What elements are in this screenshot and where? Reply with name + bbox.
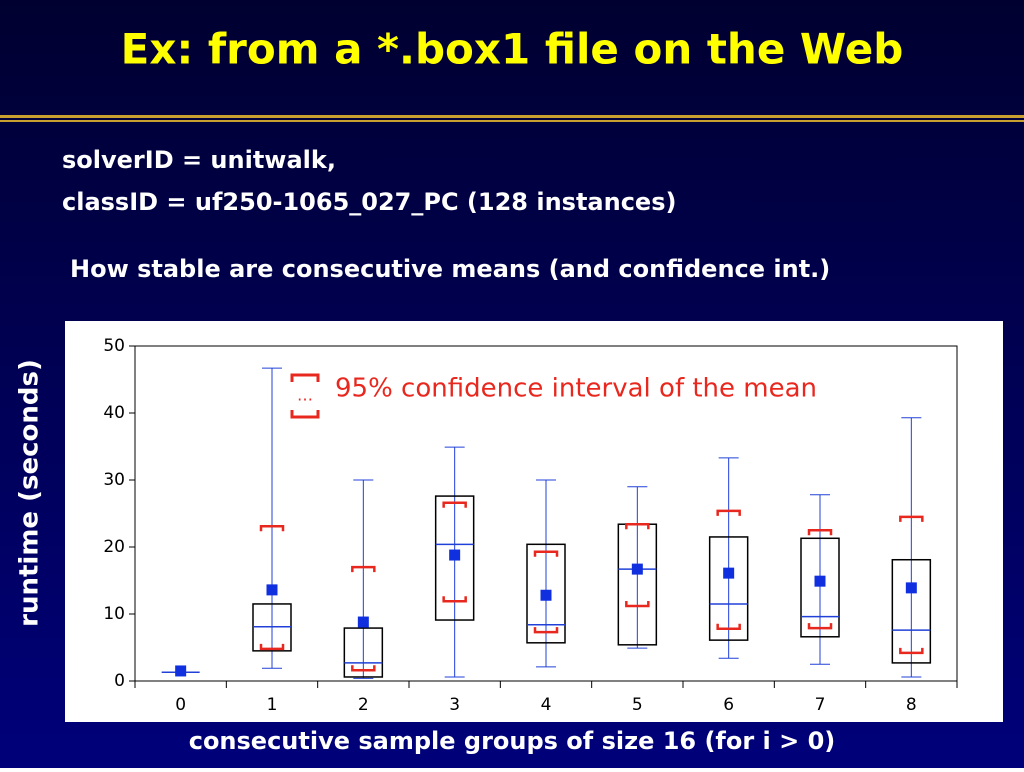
y-tick-label: 0: [114, 671, 125, 691]
ci-lower: [351, 665, 376, 672]
mean-marker: [540, 589, 552, 601]
info-line: classID = uf250-1065_027_PC (128 instanc…: [62, 188, 676, 216]
ci-upper: [259, 524, 285, 532]
mean-marker: [175, 665, 187, 677]
box: [708, 536, 749, 641]
legend-symbol: …: [297, 386, 313, 405]
mean-marker: [266, 584, 278, 596]
x-tick-label: 8: [906, 695, 917, 715]
legend-bracket: [290, 373, 320, 382]
question: How stable are consecutive means (and co…: [70, 255, 830, 283]
x-tick-label: 3: [449, 695, 460, 715]
ci-lower: [259, 643, 285, 651]
mean-marker: [631, 563, 643, 575]
x-tick-label: 1: [267, 695, 278, 715]
legend-text: 95% confidence interval of the mean: [335, 374, 817, 404]
ci-upper: [716, 509, 741, 516]
x-tick-label: 0: [175, 695, 186, 715]
box: [800, 537, 840, 638]
x-tick-label: 5: [632, 695, 643, 715]
ci-lower: [533, 627, 559, 634]
ci-upper: [625, 522, 650, 530]
mean-marker: [905, 582, 917, 594]
info-line: solverID = unitwalk,: [62, 146, 336, 174]
ci-lower: [442, 596, 467, 603]
ci-lower: [899, 647, 924, 655]
mean-marker: [814, 575, 826, 587]
y-tick-label: 10: [103, 604, 125, 624]
x-tick-label: 2: [358, 695, 369, 715]
chart-panel: [65, 321, 1003, 722]
ci-upper: [899, 515, 924, 522]
box: [891, 558, 932, 664]
divider: [0, 120, 1024, 122]
y-axis-label: runtime (seconds): [15, 359, 45, 627]
y-tick-label: 30: [103, 470, 125, 490]
divider: [0, 115, 1024, 118]
x-axis-label: consecutive sample groups of size 16 (fo…: [189, 727, 836, 755]
mean-marker: [357, 616, 369, 628]
mean-marker: [449, 549, 461, 561]
y-tick-label: 50: [103, 336, 125, 356]
mean-marker: [723, 567, 735, 579]
legend-bracket: [290, 410, 320, 419]
box: [343, 627, 384, 678]
ci-upper: [442, 501, 467, 508]
x-tick-label: 6: [723, 695, 734, 715]
box: [526, 543, 566, 644]
ci-upper: [533, 550, 559, 557]
ci-lower: [625, 600, 650, 608]
y-tick-label: 20: [103, 537, 125, 557]
x-tick-label: 4: [541, 695, 552, 715]
ci-lower: [807, 623, 833, 630]
x-tick-label: 7: [815, 695, 826, 715]
slide-title: Ex: from a *.box1 file on the Web: [121, 25, 904, 74]
ci-upper: [807, 529, 833, 536]
y-tick-label: 40: [103, 403, 125, 423]
ci-upper: [351, 565, 376, 573]
box: [434, 495, 475, 621]
ci-lower: [716, 623, 741, 630]
plot-frame: [134, 345, 958, 682]
